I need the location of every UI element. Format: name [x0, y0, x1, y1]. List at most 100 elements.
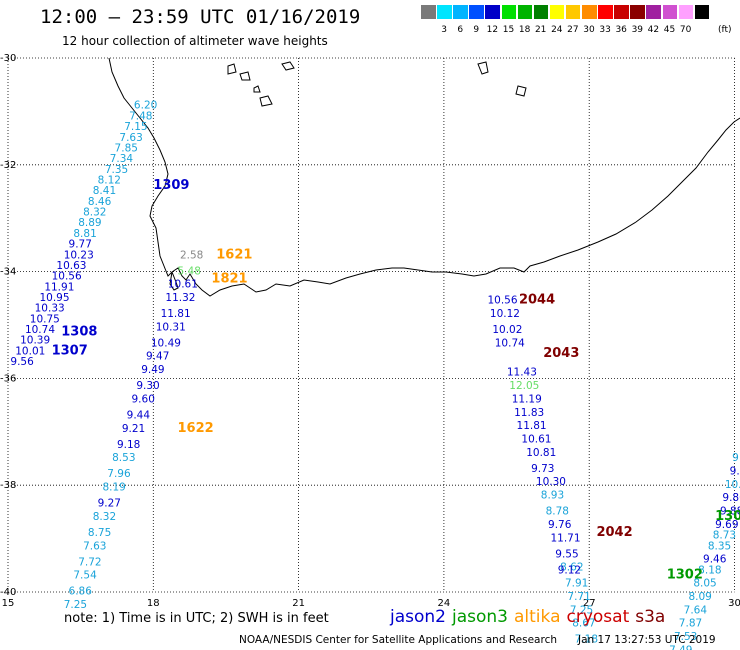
page-subtitle: 12 hour collection of altimeter wave hei…	[62, 34, 328, 48]
pass-number-label: 1621	[216, 247, 252, 262]
satellite-legend-item: jason3	[452, 607, 508, 627]
wave-height-value: 10.30	[536, 476, 566, 488]
wave-height-value: 6.20	[134, 100, 157, 112]
pass-number-label: 2042	[596, 525, 632, 540]
pass-number-label: 1821	[211, 271, 247, 286]
lon-tick-label: 30	[728, 598, 740, 609]
wave-height-value: 8.32	[83, 207, 106, 219]
legend-swatch	[630, 5, 645, 19]
satellite-legend: jason2 jason3 altika cryosat s3a	[390, 607, 671, 627]
wave-height-value: 8.19	[102, 482, 125, 494]
wave-height-value: 9.86	[722, 492, 740, 504]
wave-height-value: 9.73	[531, 463, 554, 475]
pass-number-label: 1309	[153, 178, 189, 193]
grid-lines	[7, 57, 735, 593]
wave-height-value: 7.53	[674, 631, 697, 643]
wave-height-value: 10.23	[64, 249, 94, 261]
wave-height-value: 7.15	[124, 121, 147, 133]
wave-height-value: 10.63	[56, 260, 86, 272]
legend-label: 9	[473, 25, 480, 35]
legend-label: 3	[441, 25, 447, 35]
legend-swatch	[517, 5, 533, 19]
wave-height-value: 7.25	[570, 604, 593, 616]
wave-height-value: 7.54	[73, 570, 97, 582]
legend-swatch	[485, 5, 500, 19]
wave-height-value: 8.67	[572, 618, 595, 630]
legend-swatch	[582, 5, 597, 19]
wave-height-value: 7.34	[110, 153, 134, 165]
cape-peninsula	[169, 271, 179, 291]
wave-height-value: 7.18	[575, 634, 598, 646]
wave-height-value: 9.49	[141, 364, 164, 376]
pass-number-label: 1622	[178, 421, 214, 436]
wave-height-value: 10.31	[156, 321, 186, 333]
legend-label: 24	[551, 25, 563, 35]
lon-tick-label: 15	[2, 598, 15, 609]
wave-height-value: 10.01	[15, 345, 45, 357]
wave-height-value: 6.86	[69, 586, 93, 598]
wave-height-value: 10.56	[52, 271, 82, 283]
legend-swatch	[565, 5, 581, 19]
legend-swatch	[533, 5, 549, 19]
legend-swatch	[453, 5, 468, 19]
wave-height-value: 7.71	[567, 591, 590, 603]
wave-height-value: 9.12	[558, 564, 581, 576]
legend-label: 36	[615, 25, 627, 35]
wave-height-value: 10.56	[487, 295, 517, 307]
island	[477, 61, 489, 75]
legend-label: 27	[567, 25, 579, 35]
wave-height-value: 8.53	[112, 452, 135, 464]
lat-tick-label: -36	[0, 373, 16, 384]
legend-label: 42	[647, 25, 660, 35]
island	[239, 71, 251, 81]
wave-height-value: 7.87	[679, 618, 702, 630]
lon-tick-label: 21	[292, 598, 305, 609]
wave-height-value: 9	[732, 452, 739, 464]
wave-height-value: 8.81	[73, 228, 96, 240]
wave-height-value: 10.33	[35, 303, 65, 315]
wave-height-value: 8.75	[88, 527, 111, 539]
wave-height-value: 9.6	[730, 466, 740, 478]
pass-number-label: 2044	[519, 293, 555, 308]
island	[281, 61, 295, 71]
legend-swatch	[501, 5, 516, 19]
wave-height-value: 8.32	[93, 511, 116, 523]
wave-height-value: 10.61	[168, 279, 198, 291]
wave-height-value: 7.96	[107, 468, 131, 480]
legend-label: 39	[631, 25, 644, 35]
wave-height-value: 9.30	[136, 380, 159, 392]
credit-line: NOAA/NESDIS Center for Satellite Applica…	[239, 634, 557, 646]
wave-height-value: 9.77	[69, 239, 92, 251]
wave-height-value: 9.47	[146, 351, 169, 363]
island	[253, 85, 261, 93]
legend-swatch	[437, 5, 452, 19]
lat-tick-label: -40	[0, 587, 16, 598]
wave-height-value: 10.28	[725, 479, 740, 491]
wave-height-value: 9.44	[127, 409, 151, 421]
pass-labels: 1309 1308 1307 1621 1821 1622 2044 2043 2042 1302…	[52, 178, 740, 583]
wave-height-value: 7.64	[684, 604, 708, 616]
wave-height-value: 7.63	[119, 132, 142, 144]
wave-height-value: 10.95	[39, 292, 69, 304]
observation-labels: 6.207.487.157.637.857.347.358.128.418.46…	[10, 100, 740, 650]
satellite-legend-item: jason2	[390, 607, 446, 627]
legend-swatch	[549, 5, 565, 19]
wave-height-value: 11.43	[507, 367, 537, 379]
satellite-legend-item: s3a	[635, 607, 666, 627]
wave-height-value: 10.12	[490, 308, 520, 320]
legend-swatch	[662, 5, 677, 19]
legend-label: 21	[534, 25, 547, 35]
wave-height-value: 9.46	[703, 554, 727, 566]
lon-tick-label: 18	[147, 598, 160, 609]
wave-height-value: 9.55	[555, 548, 578, 560]
wave-height-value: 11.81	[517, 420, 547, 432]
wave-height-value: 9.56	[10, 356, 34, 368]
wave-height-value: 7.25	[64, 599, 87, 611]
wave-height-value: 8.05	[693, 578, 716, 590]
wave-height-value: 8.35	[708, 540, 731, 552]
island	[259, 95, 273, 107]
wave-height-value: 7.63	[83, 540, 106, 552]
lat-tick-label: -30	[0, 53, 16, 64]
lat-tick-label: -38	[0, 480, 16, 491]
